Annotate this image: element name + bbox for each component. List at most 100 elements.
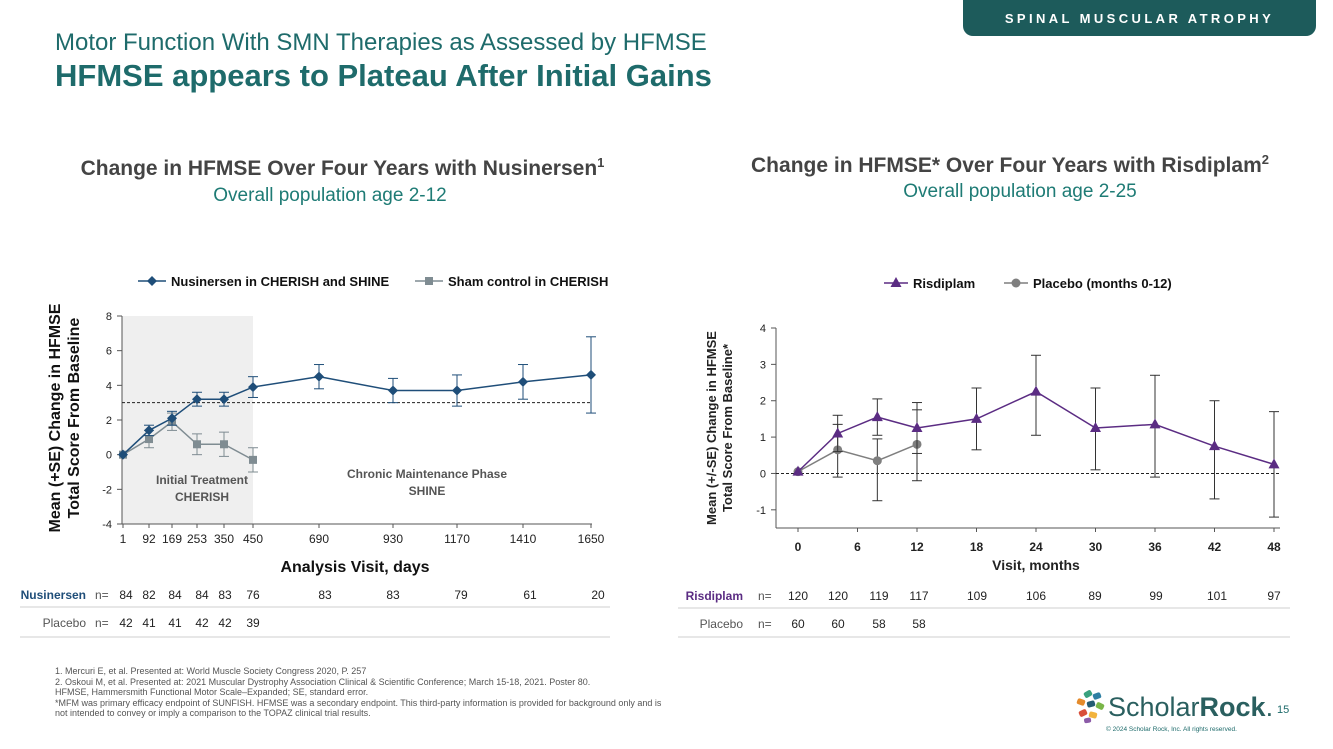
x-axis-title: Analysis Visit, days [280, 559, 429, 576]
n-table-value: 79 [454, 588, 468, 602]
y-axis-title: Total Score From Baseline* [720, 343, 735, 512]
x-tick-label: 92 [142, 532, 156, 546]
data-point [248, 382, 258, 393]
series-line [122, 420, 254, 461]
data-point [792, 465, 804, 476]
x-tick-label: 690 [309, 532, 329, 546]
legend-marker [1011, 278, 1021, 288]
x-tick-label: 930 [383, 532, 403, 546]
footnote: HFMSE, Hammersmith Functional Motor Scal… [55, 687, 369, 697]
data-point [192, 394, 202, 405]
x-tick-label: 1 [120, 532, 127, 546]
legend-marker [425, 277, 433, 285]
n-table-value: 109 [967, 589, 987, 603]
n-table-value: 58 [872, 617, 886, 631]
phase-label: SHINE [409, 484, 446, 498]
right-chart-subtitle: Overall population age 2-25 [903, 181, 1137, 202]
n-table-value: 39 [246, 616, 260, 630]
data-point [911, 422, 923, 432]
x-tick-label: 1650 [578, 532, 605, 546]
n-table-value: 76 [246, 588, 260, 602]
y-tick-label: 8 [106, 311, 112, 323]
slide-title: HFMSE appears to Plateau After Initial G… [55, 58, 712, 93]
slide-supertitle: Motor Function With SMN Therapies as Ass… [55, 29, 707, 56]
data-point [971, 412, 982, 423]
data-point [1090, 422, 1101, 432]
footnote: 2. Oskoui M, et al. Presented at: 2021 M… [55, 676, 591, 687]
n-table-row-label: Risdiplam [686, 589, 743, 603]
x-tick-label: 450 [243, 532, 263, 546]
logo-wordmark: ScholarRock. [1108, 692, 1274, 722]
n-table-value: 60 [791, 617, 805, 631]
n-table-value: 99 [1149, 589, 1163, 603]
legend-label: Sham control in CHERISH [448, 274, 608, 289]
copyright: © 2024 Scholar Rock, Inc. All rights res… [1106, 726, 1237, 733]
n-table-row-label: Placebo [43, 616, 87, 630]
data-point [249, 455, 257, 464]
n-table-value: 42 [218, 616, 232, 630]
n-table-value: 84 [119, 588, 133, 602]
x-tick-label: 42 [1208, 540, 1222, 554]
initial-treatment-shading [122, 316, 253, 524]
y-tick-label: -1 [756, 505, 766, 517]
left-chart-subtitle: Overall population age 2-12 [213, 185, 447, 206]
y-axis-title: Mean (+/-SE) Change in HFMSE [704, 331, 719, 525]
x-tick-label: 1410 [510, 532, 537, 546]
n-table-value: 58 [912, 617, 926, 631]
x-tick-label: 36 [1148, 540, 1162, 554]
x-tick-label: 30 [1089, 540, 1103, 554]
x-tick-label: 18 [970, 540, 984, 554]
legend-marker [890, 277, 902, 287]
x-tick-label: 24 [1029, 540, 1043, 554]
data-point [832, 427, 844, 438]
right-chart-title: Change in HFMSE* Over Four Years with Ri… [751, 152, 1269, 177]
x-axis-title: Visit, months [992, 557, 1080, 573]
y-tick-label: 3 [760, 359, 766, 371]
n-table-value: 84 [168, 588, 182, 602]
legend-label: Placebo (months 0-12) [1033, 276, 1172, 291]
n-table-value: 42 [119, 616, 133, 630]
section-banner: SPINAL MUSCULAR ATROPHY [963, 0, 1316, 36]
y-tick-label: 2 [106, 415, 112, 427]
n-table-value: 117 [909, 589, 928, 603]
n-table-n-label: n= [758, 589, 772, 603]
x-tick-label: 0 [795, 540, 802, 554]
x-tick-label: 48 [1267, 540, 1281, 554]
y-tick-label: -2 [102, 484, 112, 496]
n-table-row-label: Placebo [700, 617, 744, 631]
data-point [220, 440, 228, 449]
data-point [1209, 440, 1220, 451]
n-table-value: 83 [318, 588, 332, 602]
series-line [797, 443, 918, 473]
y-tick-label: 4 [760, 323, 766, 335]
n-table-value: 106 [1026, 589, 1046, 603]
data-point [452, 385, 462, 396]
n-table-value: 60 [831, 617, 845, 631]
phase-label: Chronic Maintenance Phase [347, 467, 507, 481]
footnote: 1. Mercuri E, et al. Presented at: World… [55, 666, 367, 676]
legend-label: Risdiplam [913, 276, 975, 291]
data-point [872, 456, 882, 466]
data-point [314, 371, 324, 382]
y-tick-label: 1 [760, 432, 766, 444]
data-point [1268, 458, 1280, 469]
data-point [1149, 418, 1161, 429]
shaded-region-label: Initial Treatment [156, 473, 248, 487]
page-number: 15 [1277, 704, 1290, 716]
legend-marker [147, 276, 157, 286]
x-tick-label: 12 [910, 540, 924, 554]
y-tick-label: 0 [760, 468, 766, 480]
n-table-n-label: n= [95, 616, 109, 630]
data-point [586, 369, 596, 380]
x-tick-label: 6 [854, 540, 861, 554]
n-table-value: 20 [591, 588, 605, 602]
data-point [1030, 385, 1042, 396]
y-axis-title: Total Score From Baseline [66, 318, 83, 519]
series-line [797, 390, 1275, 473]
n-table-value: 120 [828, 589, 848, 603]
footnote: *MFM was primary efficacy endpoint of SU… [55, 697, 662, 708]
n-table-n-label: n= [95, 588, 109, 602]
n-table-value: 97 [1267, 589, 1281, 603]
n-table-value: 42 [195, 616, 209, 630]
